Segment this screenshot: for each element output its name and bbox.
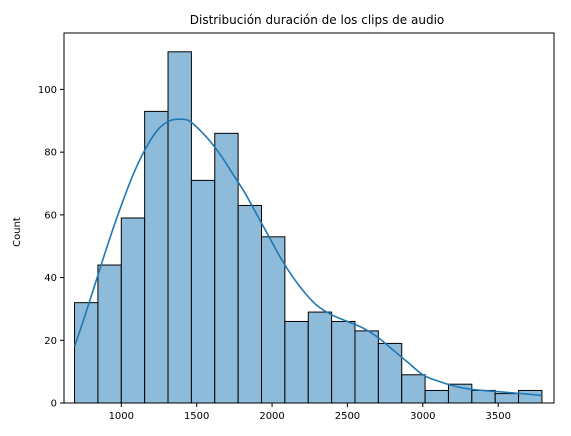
kde-line <box>73 118 543 397</box>
histogram-bar-9 <box>284 320 309 404</box>
y-tick-label: 40 <box>44 273 57 284</box>
histogram-bar-17 <box>471 389 496 404</box>
histogram-bar-0 <box>74 302 99 404</box>
histogram-bar-5 <box>190 179 216 404</box>
x-tick-label: 3000 <box>410 411 435 422</box>
histogram-bar-1 <box>97 264 122 404</box>
histogram-bar-8 <box>261 236 286 404</box>
chart-title: Distribución duración de los clips de au… <box>190 13 445 27</box>
kde-curve-group <box>73 118 543 397</box>
y-tick-label: 60 <box>44 210 57 221</box>
y-axis-label: Count <box>12 217 23 247</box>
histogram-bar-14 <box>401 374 426 404</box>
y-tick-label: 100 <box>38 85 57 96</box>
y-axis-ticks: 0 20 40 60 80 100 <box>38 85 64 410</box>
y-tick-label: 80 <box>44 148 57 159</box>
histogram-bar-3 <box>144 110 169 404</box>
histogram-bars <box>74 51 543 404</box>
histogram-bar-15 <box>424 389 449 404</box>
histogram-bar-13 <box>377 342 403 404</box>
plot-frame <box>63 32 555 404</box>
x-tick-label: 2500 <box>335 411 360 422</box>
histogram-bar-4 <box>167 51 192 404</box>
histogram-bar-11 <box>331 320 356 404</box>
histogram-bar-18 <box>494 393 520 404</box>
x-tick-label: 1500 <box>184 411 209 422</box>
y-tick-label: 0 <box>51 399 57 410</box>
x-tick-label: 2000 <box>259 411 284 422</box>
x-tick-label: 1000 <box>109 411 134 422</box>
x-tick-label: 3500 <box>485 411 510 422</box>
x-axis-ticks: 1000 1500 2000 2500 3000 3500 <box>109 403 511 422</box>
histogram-bar-2 <box>120 217 146 404</box>
histogram-bar-7 <box>237 204 263 404</box>
histogram-bar-12 <box>354 330 379 404</box>
histogram-bar-19 <box>518 389 543 404</box>
histogram-bar-10 <box>307 311 333 404</box>
y-tick-label: 20 <box>44 336 57 347</box>
histogram-bar-6 <box>214 132 239 404</box>
